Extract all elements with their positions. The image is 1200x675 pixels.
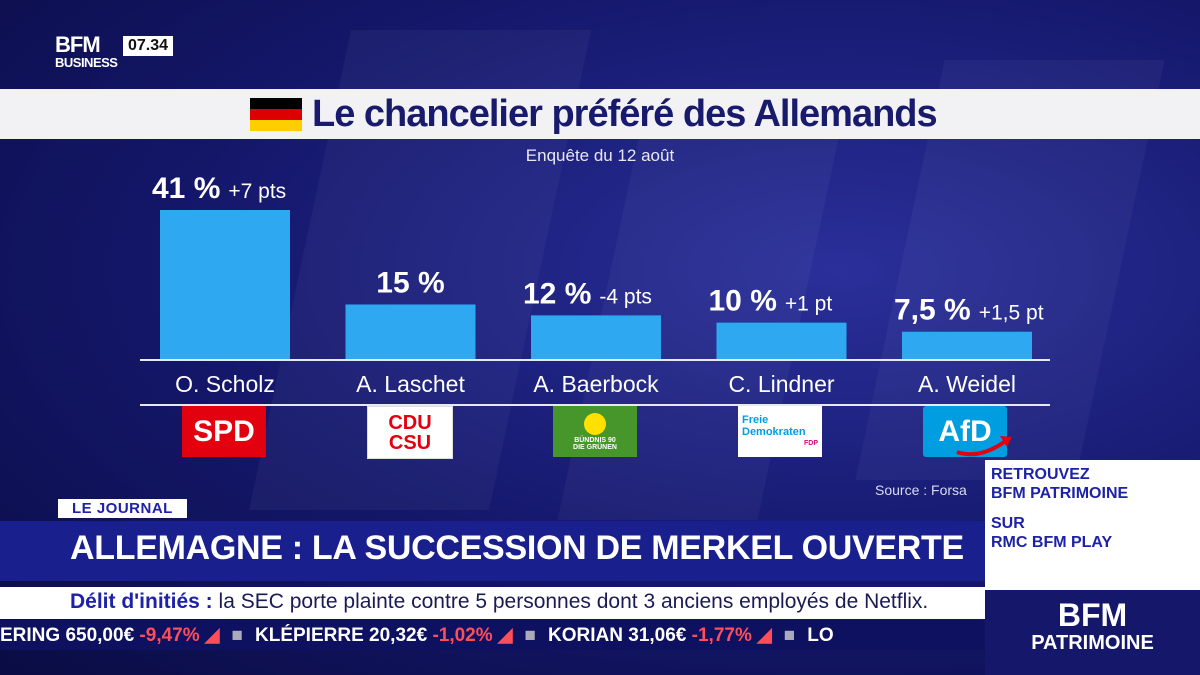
promo-text: SUR [991, 515, 1025, 532]
headline: ALLEMAGNE : LA SUCCESSION DE MERKEL OUVE… [70, 529, 964, 567]
cdu-logo-text: CDU [388, 411, 432, 434]
value-label: 7,5 % +1,5 pt [894, 294, 1044, 327]
ticker-price: 20,32€ [369, 625, 433, 646]
gruene-logo-line2: DIE GRÜNEN [573, 443, 617, 451]
baseline-rule [140, 359, 1050, 361]
bar [902, 331, 1032, 359]
sunflower-icon [584, 412, 606, 435]
fdp-logo-line2: Demokraten [742, 425, 806, 438]
promo-line-1: RETROUVEZ BFM PATRIMOINE [991, 465, 1128, 503]
fdp-logo: Freie Demokraten FDP [738, 406, 822, 457]
brand-bottom: PATRIMOINE [1031, 632, 1154, 654]
ticker-separator-icon: ■ [231, 625, 243, 646]
category-label: A. Laschet [356, 371, 465, 397]
cdu-csu-logo: CDU CSU [367, 406, 453, 459]
value-label: 12 % -4 pts [523, 277, 652, 310]
promo-text: RETROUVEZ [991, 466, 1090, 483]
spd-logo-text: SPD [193, 414, 255, 448]
ticker-name: KLÉPIERRE [255, 625, 370, 646]
ticker-separator-icon: ■ [783, 625, 796, 646]
ticker-item: KLÉPIERRE 20,32€ -1,02% ◢ [255, 625, 513, 646]
bar [531, 315, 661, 359]
logo-top-text: BFM [55, 32, 101, 57]
value-label: 10 % +1 pt [709, 285, 833, 318]
spd-logo: SPD [182, 406, 266, 457]
fdp-logo-line3: FDP [804, 439, 818, 447]
bar [716, 322, 847, 359]
promo-text: RMC BFM PLAY [991, 534, 1113, 551]
chart-title: Le chancelier préféré des Allemands [312, 93, 938, 135]
ticker-item: KORIAN 31,06€ -1,77% ◢ [548, 625, 772, 646]
logo-bottom-text: BUSINESS [55, 55, 118, 70]
clock: 07.34 [123, 36, 174, 56]
headline-bar [0, 521, 985, 581]
channel-logo: BFM BUSINESS [55, 32, 118, 70]
category-label: A. Baerbock [533, 371, 659, 397]
brand-top: BFM [1057, 597, 1128, 633]
title-banner [0, 89, 1200, 139]
fdp-logo-line1: Freie [742, 413, 769, 426]
category-label: C. Lindner [728, 371, 834, 397]
promo-box: RETROUVEZ BFM PATRIMOINE SUR RMC BFM PLAY [985, 460, 1200, 590]
ticker-name: ERING [0, 625, 66, 646]
chart-source: Source : Forsa [875, 482, 967, 498]
chart-subtitle: Enquête du 12 août [525, 146, 675, 165]
ticker-tail: LO [807, 625, 834, 646]
germany-flag-icon [250, 98, 302, 131]
bar [160, 210, 290, 359]
bar [345, 304, 476, 359]
value-label: 15 % [376, 266, 444, 299]
news-line: Délit d'initiés : la SEC porte plainte c… [70, 590, 928, 614]
ticker-change: -1,02% ◢ [432, 625, 513, 646]
ticker-separator-icon: ■ [524, 625, 537, 646]
names-rule [140, 404, 1050, 406]
gruene-logo-line1: BÜNDNIS 90 [574, 436, 616, 444]
ticker-change: -1,77% ◢ [691, 625, 772, 646]
promo-text: BFM PATRIMOINE [991, 485, 1129, 502]
afd-logo: AfD [923, 406, 1007, 457]
afd-logo-text: AfD [938, 414, 992, 448]
afd-arrow-icon [956, 436, 1012, 457]
news-bar [0, 587, 985, 619]
bar-chart: 41 % +7 pts O. Scholz 15 % A. Laschet 12 % -4 … [152, 172, 1044, 397]
ticker-name: KORIAN [548, 625, 629, 646]
news-label: Délit d'initiés : [70, 590, 213, 613]
promo-line-2: SUR RMC BFM PLAY [991, 514, 1112, 552]
csu-logo-text: CSU [388, 431, 432, 454]
gruene-logo: BÜNDNIS 90 DIE GRÜNEN [553, 406, 637, 457]
bfm-patrimoine-logo: BFM PATRIMOINE [985, 590, 1200, 675]
ticker-item: ERING 650,00€ -9,47% ◢ [0, 625, 220, 646]
ticker-change: -9,47% ◢ [139, 625, 220, 646]
stock-ticker: ERING 650,00€ -9,47% ◢ ■ KLÉPIERRE 20,32€ … [0, 624, 985, 647]
ticker-price: 31,06€ [628, 625, 692, 646]
category-label: A. Weidel [918, 371, 1016, 397]
ticker-price: 650,00€ [65, 625, 140, 646]
value-label: 41 % +7 pts [152, 172, 286, 205]
program-tag: LE JOURNAL [58, 499, 187, 518]
news-text: la SEC porte plainte contre 5 personnes … [212, 590, 929, 613]
category-label: O. Scholz [175, 371, 275, 397]
ticker-bar [0, 620, 985, 650]
